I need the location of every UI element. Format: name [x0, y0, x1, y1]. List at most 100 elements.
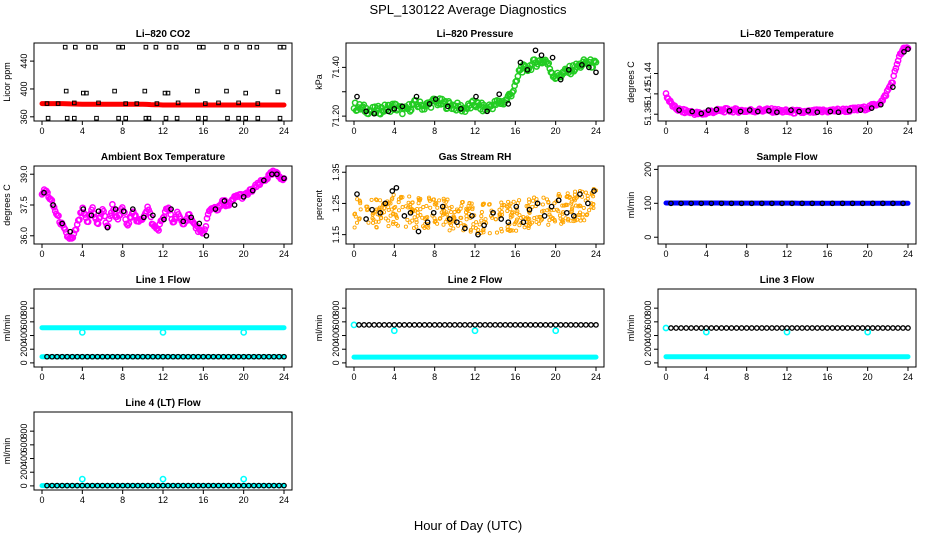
series-dense-point: [497, 207, 502, 212]
series-dense-point: [391, 219, 396, 224]
series-dense-point: [589, 63, 597, 71]
panel-frame: [33, 42, 293, 122]
x-tick-label: 8: [120, 249, 125, 259]
panel-8: Line 2 Flow ml/min 0 4 8 12 16 20 24 0 20040060080…: [314, 275, 605, 382]
series-avg-point: [139, 482, 146, 489]
series-dense-point: [84, 218, 92, 226]
y-tick-label: 71.20: [331, 105, 341, 128]
x-tick-label: 24: [903, 372, 913, 382]
y-tick-label: 200: [643, 342, 653, 357]
y-tick-label: 600: [19, 437, 29, 452]
series-cyan-high-point: [702, 328, 710, 336]
series-avg-point: [469, 213, 475, 219]
series-avg-point: [441, 322, 448, 328]
series-dense-point: [403, 204, 409, 209]
series-dense-point: [522, 225, 527, 230]
series-avg-point: [64, 353, 71, 360]
series-low-point: [255, 115, 261, 121]
series-dense-point: [416, 98, 424, 106]
series-avg-point: [482, 322, 488, 328]
series-avg-point: [738, 325, 745, 331]
series-avg-point: [754, 108, 761, 115]
series-avg-point: [124, 353, 131, 360]
series-dense-point: [527, 220, 532, 225]
series-avg-point: [737, 108, 744, 115]
series-dense-point: [444, 210, 449, 215]
series-avg-point: [563, 209, 570, 216]
series-avg-point: [95, 208, 102, 215]
series-avg-point: [905, 46, 911, 52]
series-avg-point: [401, 322, 408, 328]
series-low-point: [64, 115, 70, 121]
series-dense-point: [428, 205, 433, 210]
y-tick-label: 71.40: [331, 56, 341, 79]
y-tick-label: 1.25: [331, 195, 341, 213]
series-avg-point: [477, 322, 483, 328]
y-tick-label: 800: [643, 301, 653, 316]
series-avg-point: [522, 322, 529, 328]
y-tick-label: 51.44: [643, 62, 653, 85]
series-low-point: [225, 115, 230, 121]
series-dense-point: [581, 205, 586, 210]
panel-4: Ambient Box Temperature degrees C 0 4 8 12 16 2…: [2, 152, 293, 259]
series-avg-point: [728, 325, 735, 331]
series-high-point: [153, 44, 159, 50]
series-dense-point: [441, 196, 446, 201]
series-dense-point: [565, 191, 570, 196]
series-high-point: [62, 44, 68, 50]
series-mid-point: [96, 100, 101, 106]
series-mid-point: [55, 101, 61, 106]
series-dense-point: [125, 219, 133, 227]
series-high-point: [247, 44, 252, 50]
x-tick-label: 24: [279, 495, 289, 505]
y-tick-label: 800: [19, 301, 29, 316]
panel-9: Line 3 Flow ml/min 0 4 8 12 16 20 24 0 20040060080…: [626, 275, 917, 382]
series-dense-point: [105, 215, 113, 223]
series-avg-point: [79, 482, 86, 489]
series-avg-point: [819, 200, 826, 207]
series-dense-point: [514, 219, 519, 224]
series-avg-point: [534, 200, 541, 207]
series-avg-point: [196, 220, 203, 227]
series-dense-point: [407, 106, 415, 114]
x-tick-label: 20: [551, 126, 561, 136]
series-avg-point: [281, 175, 287, 182]
series-dense-point: [561, 203, 567, 208]
series-cyan-high-point: [864, 328, 872, 336]
x-tick-label: 4: [392, 126, 397, 136]
x-tick-label: 0: [351, 372, 356, 382]
panel-title: Line 3 Flow: [760, 275, 815, 286]
series-avg-point: [890, 325, 896, 331]
series-dense-point: [406, 200, 411, 205]
series-avg-point: [496, 91, 503, 98]
series-dense-point: [434, 201, 439, 206]
series-dense-point: [378, 216, 383, 221]
series-dense-point: [386, 224, 391, 229]
series-dense-point: [439, 210, 444, 215]
series-avg-point: [829, 200, 836, 207]
series-avg-point: [54, 482, 60, 489]
series-dense-point: [541, 195, 546, 200]
series-dense-point: [395, 223, 400, 228]
series-avg-point: [537, 322, 544, 328]
panel-y-axis-label: degrees C: [626, 61, 636, 103]
x-tick-label: 12: [782, 126, 792, 136]
series-dense-point: [407, 194, 412, 199]
series-avg-point: [377, 209, 384, 216]
series-avg-point: [363, 108, 369, 115]
series-avg-point: [391, 322, 398, 328]
series-avg-point: [746, 107, 753, 113]
series-avg-point: [705, 107, 712, 113]
panel-data: [352, 184, 598, 238]
series-dense-point: [467, 201, 472, 206]
series-dense-point: [589, 205, 594, 210]
y-tick-label: 360: [19, 109, 29, 124]
x-tick-label: 0: [351, 249, 356, 259]
series-low-point: [143, 115, 149, 121]
series-dense-point: [551, 207, 556, 212]
series-dense-point: [456, 209, 461, 214]
series-avg-point: [436, 322, 443, 328]
series-avg-point: [869, 325, 876, 331]
series-dense-point: [109, 201, 116, 208]
series-avg-point: [738, 200, 745, 207]
